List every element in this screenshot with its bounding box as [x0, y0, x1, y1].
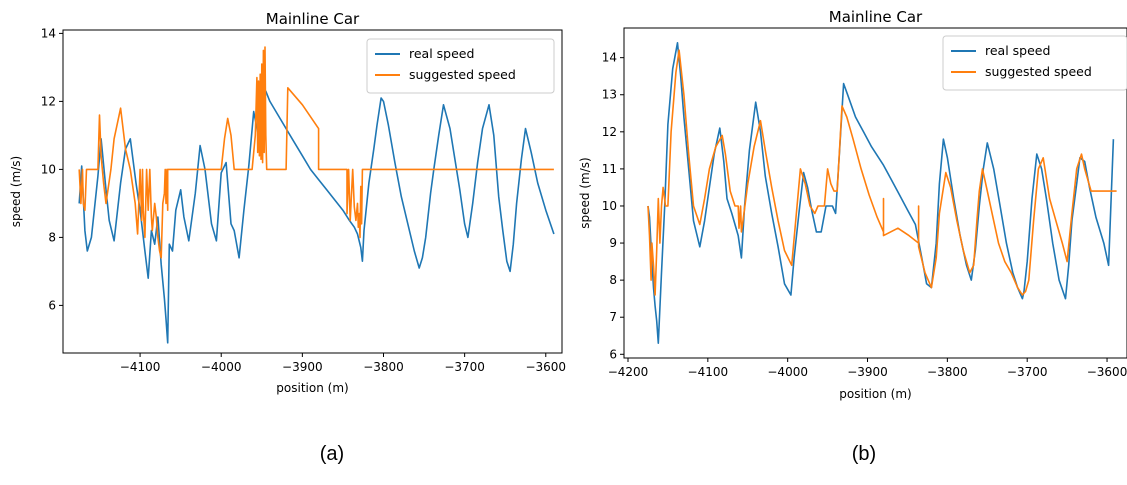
x-tick-label: −3900: [282, 360, 323, 374]
chart-title: Mainline Car: [829, 8, 923, 26]
x-tick-label: −3800: [927, 365, 968, 379]
y-tick-label: 6: [48, 298, 56, 312]
y-tick-label: 10: [41, 162, 56, 176]
panel-caption: (a): [320, 443, 344, 465]
x-tick-label: −4100: [120, 360, 161, 374]
series-line-real-speed: [647, 41, 1115, 345]
series-group: [78, 46, 555, 344]
y-tick-label: 6: [609, 347, 617, 361]
legend-label: real speed: [985, 43, 1050, 58]
legend-label: suggested speed: [409, 67, 516, 82]
legend-box: [366, 38, 555, 94]
y-tick-label: 13: [602, 88, 617, 102]
y-axis-label: speed (m/s): [578, 157, 592, 228]
chart-panel-b: −4200 −4100 −4000 −3900 −3800 −3700 −3600 6 7 8 9 1…: [578, 8, 1127, 465]
y-tick-label: 8: [48, 230, 56, 244]
legend-label: real speed: [409, 46, 474, 61]
x-axis-label: position (m): [839, 387, 911, 401]
series-line-suggested-speed: [647, 49, 1117, 296]
y-tick-label: 14: [41, 26, 56, 40]
x-tick-label: −4000: [767, 365, 808, 379]
chart-title: Mainline Car: [266, 10, 360, 28]
legend: real speed suggested speed: [366, 38, 555, 94]
x-tick-label: −4000: [201, 360, 242, 374]
x-tick-label: −3900: [847, 365, 888, 379]
x-tick-label: −3600: [525, 360, 566, 374]
x-tick-label: −3800: [363, 360, 404, 374]
y-tick-label: 12: [602, 125, 617, 139]
y-tick-label: 10: [602, 199, 617, 213]
x-tick-label: −4200: [608, 365, 649, 379]
x-tick-label: −3700: [1007, 365, 1048, 379]
y-axis-label: speed (m/s): [9, 156, 23, 227]
x-tick-label: −3600: [1087, 365, 1127, 379]
panel-caption: (b): [852, 443, 876, 465]
legend: real speed suggested speed: [942, 35, 1127, 91]
series-line-suggested-speed: [78, 46, 554, 259]
legend-box: [942, 35, 1127, 91]
x-tick-label: −4100: [688, 365, 729, 379]
x-axis-label: position (m): [276, 381, 348, 395]
series-line-real-speed: [78, 90, 555, 344]
y-tick-label: 14: [602, 51, 617, 65]
chart-panel-a: −4100 −4000 −3900 −3800 −3700 −3600 6 8 10 12 14 Ma…: [9, 10, 566, 465]
y-tick-label: 9: [609, 236, 617, 250]
y-tick-label: 7: [609, 310, 617, 324]
y-tick-label: 11: [602, 162, 617, 176]
x-tick-label: −3700: [444, 360, 485, 374]
legend-label: suggested speed: [985, 64, 1092, 79]
axes-frame: [62, 29, 563, 354]
y-tick-label: 8: [609, 273, 617, 287]
axes-frame: [623, 27, 1127, 359]
series-group: [647, 41, 1117, 345]
y-tick-label: 12: [41, 94, 56, 108]
